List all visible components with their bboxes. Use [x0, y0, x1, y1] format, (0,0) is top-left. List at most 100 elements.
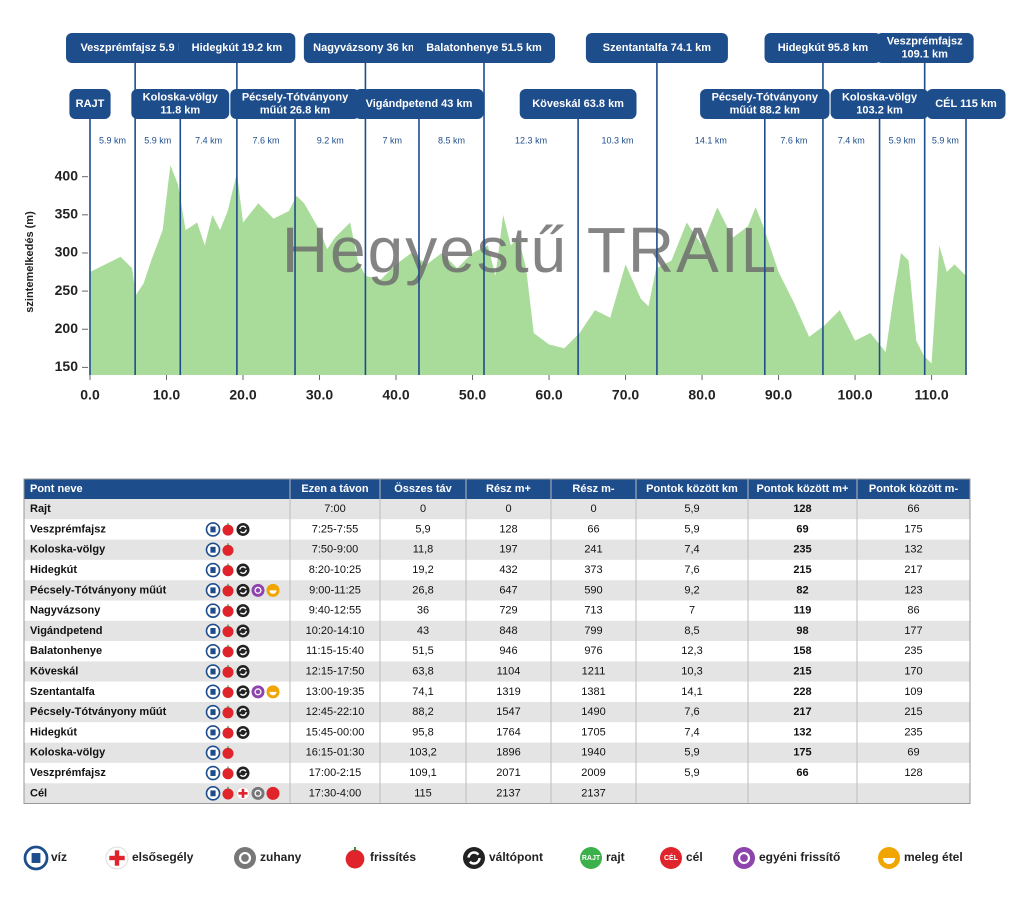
- icon-stem: [227, 583, 229, 587]
- table-icon: [236, 766, 250, 780]
- table-cell-name: Hidegkút: [30, 564, 77, 576]
- checkpoint-label: 11.8 km: [160, 104, 200, 116]
- checkpoint-label: 103.2 km: [856, 104, 903, 116]
- table-cell: 1705: [581, 726, 605, 738]
- icon-apple: [222, 626, 234, 638]
- table-cell: 74,1: [412, 686, 433, 698]
- icon-cup: [210, 729, 216, 736]
- icon-cup: [210, 546, 216, 553]
- table-cell: 17:00-2:15: [309, 767, 362, 779]
- table-cell: 2009: [581, 767, 605, 779]
- table-cell: 170: [904, 665, 922, 677]
- table-cell: 7,6: [684, 564, 699, 576]
- icon-apple: [222, 524, 234, 536]
- icon-cross: [238, 792, 248, 795]
- checkpoint-label: Balatonhenye 51.5 km: [426, 42, 542, 54]
- x-tick-label: 20.0: [229, 387, 256, 403]
- table-row-bg: [24, 641, 970, 662]
- table-cell: 7,4: [684, 544, 699, 556]
- table-cell: 95,8: [412, 726, 433, 738]
- table-icon: [222, 665, 234, 678]
- table-icon: [205, 704, 221, 720]
- table-cell: 1381: [581, 686, 605, 698]
- table-cell: 976: [584, 645, 602, 657]
- icon-stem: [227, 725, 229, 729]
- icon-cup: [210, 628, 216, 634]
- table-icon: [222, 746, 234, 759]
- icon-arrows: [239, 647, 247, 656]
- icon-apple: [222, 727, 234, 739]
- legend-icon: [105, 846, 129, 870]
- table-row-bg: [24, 519, 970, 540]
- icon-apple: [345, 849, 365, 869]
- icon-stem: [227, 543, 229, 546]
- table-cell: 1764: [496, 726, 520, 738]
- segment-label: 8.5 km: [438, 135, 465, 145]
- segment-label: 7.6 km: [780, 135, 807, 145]
- table-icon: [205, 562, 221, 578]
- x-tick-label: 90.0: [765, 387, 792, 403]
- table-cell: 7: [689, 605, 695, 617]
- table-icon: [205, 786, 221, 801]
- icon-cup: [210, 790, 216, 797]
- table-header: Ezen a távon: [301, 483, 369, 495]
- table-cell: 235: [904, 726, 922, 738]
- icon-circle: [236, 665, 250, 679]
- table-cell: 848: [499, 625, 517, 637]
- segment-label: 7.6 km: [252, 135, 279, 145]
- table-icon: [236, 604, 250, 618]
- elevation-area: [90, 165, 966, 375]
- checkpoint-label: Köveskál 63.8 km: [532, 98, 624, 110]
- table-cell: 729: [499, 605, 517, 617]
- icon-circle: [236, 644, 250, 658]
- table-cell: 14,1: [681, 686, 702, 698]
- table-icon: [205, 583, 221, 598]
- table-icon: [205, 664, 221, 679]
- icon-arrows: [239, 769, 247, 778]
- icon-apple: [222, 544, 234, 556]
- icon-apple: [222, 747, 234, 759]
- table-icon: [222, 766, 234, 780]
- table-cell: 217: [793, 706, 811, 718]
- icon-apple: [222, 666, 234, 678]
- legend-label: víz: [51, 850, 67, 864]
- icon-arrows: [239, 606, 247, 615]
- segment-label: 7.4 km: [195, 135, 222, 145]
- legend-icon: [345, 847, 365, 869]
- table-cell: 158: [793, 645, 811, 657]
- legend-icon: [463, 847, 485, 869]
- checkpoint-box: [66, 33, 208, 63]
- icon-arrows: [239, 626, 247, 635]
- icon-apple: [222, 565, 234, 577]
- x-tick-label: 50.0: [459, 387, 486, 403]
- checkpoint-box: [875, 33, 974, 63]
- segment-label: 7 km: [382, 135, 402, 145]
- table-cell: 66: [796, 767, 808, 779]
- table-cell: 8,5: [684, 625, 699, 637]
- icon-inner: [254, 688, 262, 696]
- x-tick-label: 0.0: [80, 387, 100, 403]
- table-cell: 8:20-10:25: [309, 564, 362, 576]
- table-icon: [205, 623, 221, 639]
- table-icon: [236, 725, 250, 739]
- table-cell: 5,9: [415, 523, 430, 535]
- table-cell: 11,8: [413, 544, 434, 556]
- table-cell: 197: [499, 544, 517, 556]
- icon-circle: [733, 847, 755, 869]
- table-cell: 373: [584, 564, 602, 576]
- table-icon: [222, 563, 234, 577]
- legend-icon: [234, 847, 256, 869]
- legend-badge: RAJT: [582, 855, 601, 862]
- icon-circle: [236, 583, 250, 597]
- icon-stem: [227, 522, 229, 526]
- table-cell: 63,8: [412, 665, 433, 677]
- checkpoint-label: Szentantalfa 74.1 km: [603, 42, 711, 54]
- table-row-bg: [24, 499, 970, 520]
- table-cell-name: Rajt: [30, 503, 51, 515]
- table-header: Rész m-: [572, 483, 615, 495]
- table-cell: 88,2: [412, 706, 433, 718]
- table-cell: 103,2: [409, 747, 437, 759]
- icon-cup: [210, 648, 216, 655]
- icon-apple: [222, 788, 234, 800]
- table-icon: [251, 583, 265, 597]
